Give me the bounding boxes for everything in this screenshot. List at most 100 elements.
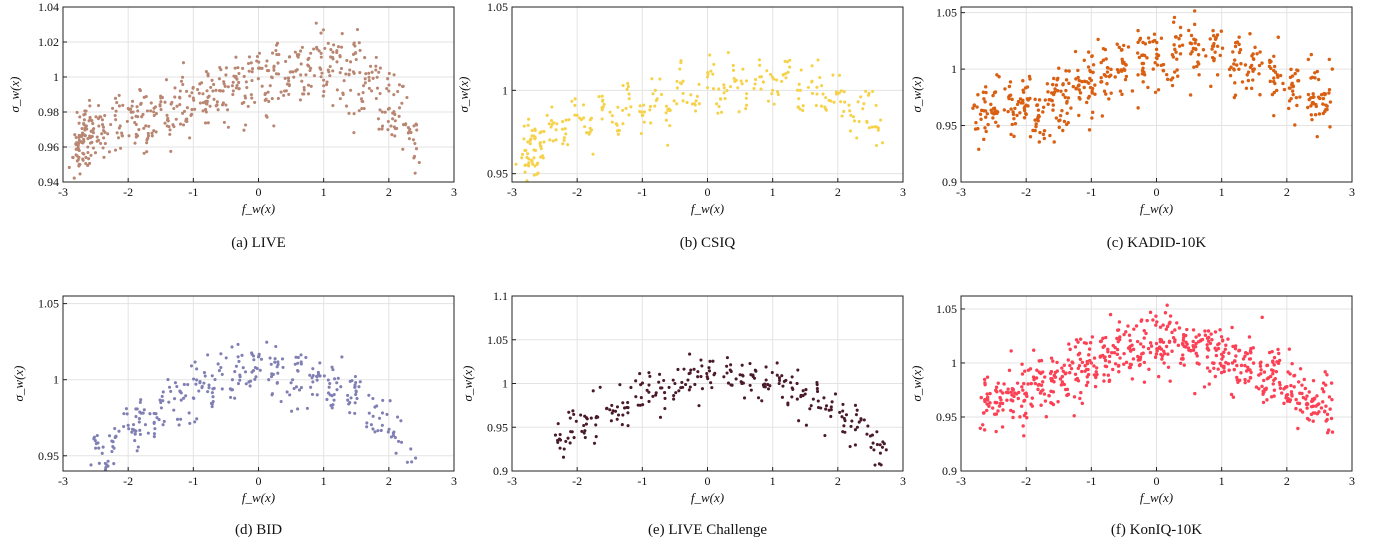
scatter-point bbox=[1312, 95, 1316, 99]
scatter-point bbox=[1170, 83, 1175, 88]
scatter-point bbox=[296, 361, 300, 365]
scatter-point bbox=[245, 85, 249, 90]
scatter-point bbox=[600, 108, 604, 112]
scatter-point bbox=[771, 88, 775, 92]
scatter-point bbox=[782, 379, 786, 383]
scatter-point bbox=[1216, 367, 1220, 371]
scatter-point bbox=[1064, 69, 1068, 73]
scatter-point bbox=[135, 407, 139, 411]
scatter-point bbox=[153, 105, 158, 109]
scatter-point bbox=[681, 91, 685, 95]
y-tick-label: 0.95 bbox=[38, 449, 59, 463]
scatter-point bbox=[689, 368, 693, 372]
scatter-point bbox=[1109, 73, 1113, 77]
scatter-point bbox=[1232, 367, 1237, 372]
scatter-point bbox=[663, 396, 667, 400]
scatter-point bbox=[1016, 396, 1021, 401]
scatter-point bbox=[1155, 56, 1159, 61]
scatter-point bbox=[1265, 363, 1270, 368]
scatter-point bbox=[1058, 377, 1063, 381]
scatter-point bbox=[1205, 366, 1210, 370]
scatter-point bbox=[994, 429, 998, 434]
scatter-point bbox=[638, 372, 642, 376]
scatter-point bbox=[855, 408, 859, 412]
scatter-point bbox=[1054, 116, 1059, 120]
scatter-point bbox=[1069, 366, 1074, 371]
scatter-point bbox=[613, 409, 618, 413]
scatter-point bbox=[145, 141, 149, 145]
scatter-point bbox=[983, 126, 987, 130]
scatter-point bbox=[1142, 336, 1146, 340]
scatter-point bbox=[587, 132, 591, 136]
scatter-point bbox=[984, 115, 988, 119]
scatter-point bbox=[1031, 128, 1035, 133]
scatter-point bbox=[1120, 92, 1124, 97]
scatter-point bbox=[81, 158, 85, 162]
scatter-point bbox=[352, 112, 356, 116]
scatter-point bbox=[522, 124, 526, 128]
scatter-point bbox=[250, 78, 254, 83]
scatter-point bbox=[1189, 349, 1193, 353]
scatter-point bbox=[413, 141, 417, 146]
scatter-point bbox=[1249, 63, 1254, 68]
scatter-point bbox=[1328, 125, 1332, 129]
scatter-point bbox=[1232, 95, 1237, 100]
scatter-point bbox=[583, 429, 587, 433]
scatter-point bbox=[1028, 77, 1032, 81]
scatter-point bbox=[136, 109, 140, 113]
scatter-point bbox=[229, 395, 233, 399]
scatter-point bbox=[191, 86, 195, 90]
scatter-point bbox=[117, 93, 121, 97]
scatter-point bbox=[1162, 361, 1166, 365]
scatter-point bbox=[1078, 337, 1083, 341]
scatter-point bbox=[169, 102, 173, 106]
scatter-point bbox=[178, 122, 183, 126]
scatter-point bbox=[409, 447, 413, 451]
scatter-point bbox=[1057, 66, 1061, 70]
scatter-point bbox=[1205, 346, 1210, 351]
scatter-point bbox=[353, 374, 357, 379]
scatter-point bbox=[790, 395, 794, 399]
scatter-point bbox=[714, 102, 719, 106]
scatter-point bbox=[1154, 352, 1159, 356]
scatter-point bbox=[219, 89, 223, 93]
scatter-point bbox=[1060, 374, 1065, 379]
scatter-point bbox=[82, 122, 86, 126]
scatter-point bbox=[1007, 84, 1012, 89]
scatter-point bbox=[190, 107, 194, 112]
scatter-point bbox=[1218, 328, 1222, 332]
y-tick-label: 1 bbox=[53, 70, 59, 84]
scatter-point bbox=[1072, 395, 1077, 399]
scatter-point bbox=[988, 391, 992, 396]
scatter-point bbox=[1015, 381, 1020, 385]
scatter-point bbox=[693, 103, 697, 107]
scatter-point bbox=[1164, 72, 1169, 77]
scatter-point bbox=[114, 118, 118, 122]
scatter-point bbox=[1060, 366, 1064, 370]
scatter-point bbox=[590, 128, 594, 132]
scatter-point bbox=[159, 406, 163, 410]
scatter-point bbox=[712, 62, 716, 66]
scatter-point bbox=[573, 103, 577, 107]
x-tick-label: 0 bbox=[1154, 185, 1160, 199]
scatter-point bbox=[1233, 359, 1237, 363]
scatter-point bbox=[92, 435, 96, 439]
scatter-point bbox=[778, 378, 782, 382]
scatter-point bbox=[839, 89, 843, 93]
panel-caption: (b) CSIQ bbox=[680, 235, 736, 251]
scatter-point bbox=[788, 65, 792, 69]
scatter-point bbox=[197, 389, 201, 393]
scatter-point bbox=[984, 85, 988, 89]
scatter-point bbox=[1021, 90, 1026, 94]
y-axis-label: σ_w(x) bbox=[7, 76, 22, 112]
scatter-point bbox=[1006, 390, 1010, 395]
scatter-point bbox=[389, 124, 393, 128]
x-tick-label: -2 bbox=[572, 474, 582, 488]
scatter-point bbox=[308, 373, 312, 377]
scatter-point bbox=[584, 422, 588, 426]
scatter-point bbox=[253, 100, 257, 104]
scatter-point bbox=[532, 173, 536, 177]
scatter-point bbox=[1136, 73, 1140, 77]
scatter-point bbox=[1233, 58, 1237, 62]
scatter-point bbox=[526, 152, 530, 156]
